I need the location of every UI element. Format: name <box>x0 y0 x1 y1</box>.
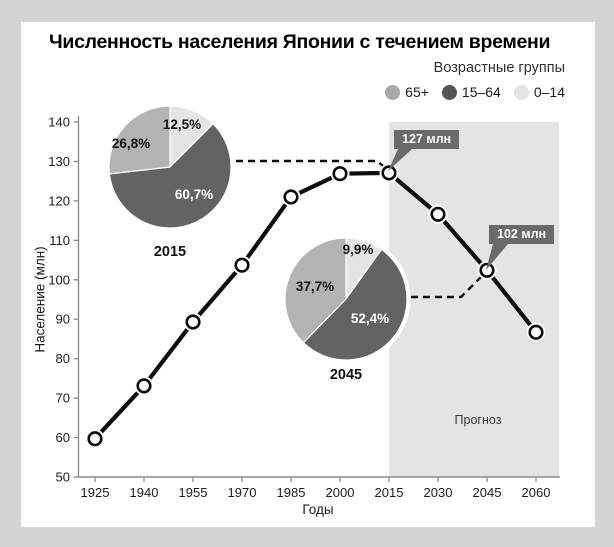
callout-2045-population: 102 млн <box>489 225 555 244</box>
data-point-1925 <box>87 431 103 447</box>
pie-2015-pct-0-14: 12,5% <box>162 117 202 132</box>
x-tick-label: 2030 <box>424 485 453 500</box>
data-point-2060 <box>528 324 544 340</box>
x-tick-label: 1940 <box>130 485 159 500</box>
x-tick-label: 2045 <box>473 485 502 500</box>
data-point-2015 <box>381 165 397 181</box>
legend-label-15-64: 15–64 <box>461 84 501 100</box>
y-tick-label: 110 <box>49 233 70 248</box>
callout-tail-1 <box>486 244 508 270</box>
legend-swatch-65plus-icon <box>385 84 401 100</box>
pie-2015-pct-15-64: 60,7% <box>174 187 214 202</box>
data-point-2030 <box>430 206 446 222</box>
chart-title: Численность населения Японии с течением … <box>49 31 551 53</box>
callout-2015-population: 127 млн <box>394 130 460 149</box>
y-tick-label: 140 <box>48 115 70 130</box>
x-tick-label: 2015 <box>375 485 404 500</box>
data-point-1955 <box>185 314 201 330</box>
pie-2015-year-label: 2015 <box>153 244 187 260</box>
y-tick-label: 120 <box>48 193 70 208</box>
x-tick-label: 1970 <box>228 485 257 500</box>
x-tick-label: 1985 <box>277 485 306 500</box>
pie-2015-slice-1 <box>108 123 232 229</box>
x-tick-label: 2060 <box>522 485 551 500</box>
legend-title: Возрастные группы <box>433 60 565 76</box>
legend-label-0-14: 0–14 <box>533 84 565 100</box>
y-tick-label: 80 <box>56 351 70 366</box>
x-tick-label: 1925 <box>81 485 110 500</box>
pie-2015-pct-65plus: 26,8% <box>111 136 151 151</box>
data-point-1970 <box>234 257 250 273</box>
data-point-2000 <box>332 166 348 182</box>
x-tick-label: 1955 <box>179 485 208 500</box>
forecast-region <box>389 122 559 477</box>
pie-2045-slice-1 <box>302 248 408 361</box>
data-point-1940 <box>136 378 152 394</box>
data-point-2045 <box>479 262 495 278</box>
callout-tail-0 <box>388 149 412 171</box>
y-axis-title: Население (млн) <box>32 246 48 353</box>
pie-2015-slice-2 <box>108 105 171 175</box>
y-tick-label: 90 <box>56 312 70 327</box>
forecast-label: Прогноз <box>454 413 502 427</box>
x-axis-title: Годы <box>302 502 334 517</box>
legend-swatch-15-64-icon <box>441 84 457 100</box>
pie-2045-slice-2 <box>284 237 347 344</box>
legend-label-65plus: 65+ <box>405 84 429 100</box>
pie-2045-year-label: 2045 <box>329 367 363 383</box>
pie-connector-line-0 <box>236 159 389 171</box>
pie-2045-pct-65plus: 37,7% <box>295 279 335 294</box>
legend-item-15-64: 15–64 <box>441 84 501 100</box>
y-tick-label: 100 <box>48 272 70 287</box>
y-tick-label: 50 <box>56 470 70 485</box>
y-tick-label: 60 <box>56 430 70 445</box>
y-tick-label: 70 <box>56 391 70 406</box>
legend-item-65plus: 65+ <box>385 84 429 100</box>
pie-connector-line-1 <box>411 273 485 299</box>
age-groups-legend: Возрастные группы 65+ 15–64 0–14 <box>385 60 565 100</box>
x-tick-label: 2000 <box>326 485 355 500</box>
population-line <box>93 170 538 441</box>
y-tick-label: 130 <box>48 154 70 169</box>
pie-2045-pct-0-14: 9,9% <box>342 242 374 257</box>
legend-item-0-14: 0–14 <box>513 84 565 100</box>
legend-items: 65+ 15–64 0–14 <box>385 84 565 100</box>
data-point-1985 <box>283 189 299 205</box>
pie-2045-pct-15-64: 52,4% <box>350 311 390 326</box>
legend-swatch-0-14-icon <box>513 84 529 100</box>
